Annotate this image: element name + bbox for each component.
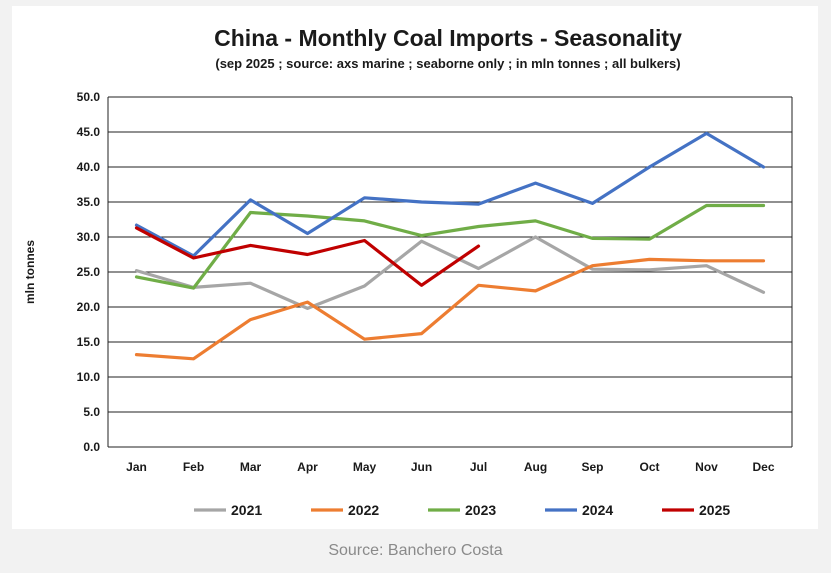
y-tick-label: 25.0 (77, 265, 101, 279)
x-tick-label: Apr (297, 460, 318, 474)
series-lines (134, 131, 766, 361)
y-tick-label: 0.0 (83, 440, 100, 454)
x-tick-label: Jan (126, 460, 147, 474)
x-tick-label: Mar (240, 460, 262, 474)
grid-lines (108, 96, 792, 448)
y-tick-label: 15.0 (77, 335, 101, 349)
series-line-2023 (134, 203, 766, 290)
y-axis-label: mln tonnes (23, 240, 37, 304)
legend-label-2024: 2024 (582, 502, 613, 518)
legend-label-2022: 2022 (348, 502, 379, 518)
x-tick-labels: Jan Feb Mar Apr May Jun Jul Aug Sep Oct Nov Dec (126, 460, 775, 474)
y-tick-labels: 0.0 5.0 10.0 15.0 20.0 25.0 30.0 35.0 40.0 45.0 50… (77, 90, 101, 454)
y-tick-label: 5.0 (83, 405, 100, 419)
legend-label-2023: 2023 (465, 502, 496, 518)
y-tick-label: 50.0 (77, 90, 101, 104)
x-tick-label: May (353, 460, 377, 474)
y-tick-label: 35.0 (77, 195, 101, 209)
source-caption: Source: Banchero Costa (328, 542, 503, 559)
series-line-2022 (134, 257, 766, 361)
x-tick-label: Jul (470, 460, 487, 474)
axes (107, 97, 793, 447)
y-tick-label: 40.0 (77, 160, 101, 174)
x-tick-label: Feb (183, 460, 204, 474)
x-tick-label: Dec (752, 460, 774, 474)
chart-card: China - Monthly Coal Imports - Seasonali… (12, 6, 818, 529)
line-chart: China - Monthly Coal Imports - Seasonali… (23, 25, 793, 518)
x-tick-label: Nov (695, 460, 718, 474)
series-line-2024 (134, 131, 766, 258)
y-tick-label: 20.0 (77, 300, 101, 314)
series-line-2021 (134, 235, 766, 310)
x-tick-label: Sep (581, 460, 603, 474)
y-tick-label: 30.0 (77, 230, 101, 244)
chart-title: China - Monthly Coal Imports - Seasonali… (214, 25, 682, 51)
legend: 2021 2022 2023 2024 2025 (194, 502, 730, 518)
x-tick-label: Aug (524, 460, 547, 474)
legend-label-2021: 2021 (231, 502, 262, 518)
series-line-2025 (134, 226, 481, 287)
chart-subtitle: (sep 2025 ; source: axs marine ; seaborn… (215, 56, 680, 71)
y-tick-label: 45.0 (77, 125, 101, 139)
y-tick-label: 10.0 (77, 370, 101, 384)
legend-label-2025: 2025 (699, 502, 730, 518)
x-tick-label: Oct (639, 460, 659, 474)
x-tick-label: Jun (411, 460, 432, 474)
